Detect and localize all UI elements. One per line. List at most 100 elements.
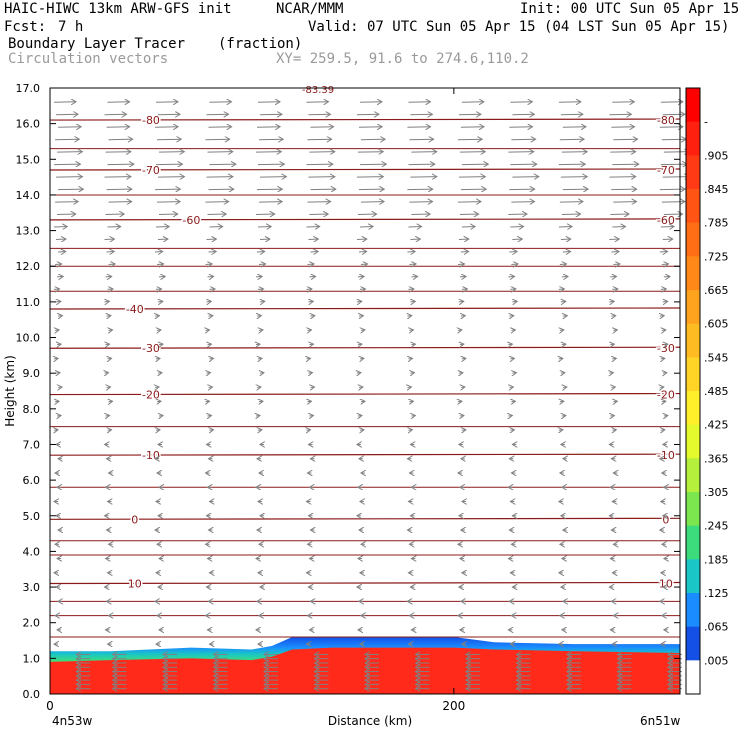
wind-vector	[206, 401, 210, 402]
wind-vector	[559, 264, 567, 265]
wind-vector	[54, 289, 60, 290]
wind-vector	[256, 189, 282, 190]
wind-vector	[612, 289, 618, 290]
wind-vector	[509, 251, 517, 252]
colorbar-label: .785	[704, 217, 729, 230]
wind-vector	[357, 373, 361, 374]
vector-legend: Circulation vectors	[8, 51, 169, 67]
wind-vector	[457, 264, 465, 265]
y-tick-label: 16.0	[16, 118, 41, 131]
wind-vector	[408, 430, 412, 431]
wind-vector	[54, 164, 80, 165]
colorbar-swatch	[686, 559, 700, 594]
colorbar-label: .485	[704, 385, 729, 398]
wind-vector	[509, 189, 534, 190]
wind-vector	[358, 344, 362, 345]
wind-vector	[209, 164, 236, 165]
wind-vector	[409, 401, 413, 402]
wind-vector	[659, 251, 668, 252]
wind-vector	[107, 289, 114, 290]
wind-vector	[659, 127, 683, 128]
wind-vector	[459, 152, 485, 153]
wind-vector	[55, 139, 79, 140]
wind-vectors	[54, 102, 689, 689]
wind-vector	[104, 239, 115, 240]
wind-vector	[511, 330, 515, 331]
wind-vector	[155, 289, 162, 290]
wind-vector	[107, 164, 134, 165]
wind-vector	[56, 177, 82, 178]
colorbar-swatch	[686, 492, 700, 527]
wind-vector	[660, 387, 664, 388]
wind-vector	[562, 189, 588, 190]
wind-vector	[407, 316, 411, 317]
wind-vector	[660, 289, 667, 290]
wind-vector	[508, 276, 514, 277]
y-tick-label: 10.0	[16, 332, 41, 345]
wind-vector	[461, 289, 468, 290]
wind-vector	[105, 373, 109, 374]
colorbar-frame	[685, 87, 701, 695]
wind-vector	[511, 264, 518, 265]
wind-vector	[411, 344, 415, 345]
wind-vector	[462, 358, 466, 359]
model-title: HAIC-HIWC 13km ARW-GFS init	[4, 1, 232, 17]
wind-vector	[359, 102, 382, 103]
wind-vector	[57, 344, 61, 345]
wind-vector	[56, 114, 78, 115]
wind-vector	[156, 430, 160, 431]
colorbar-swatch	[686, 256, 700, 291]
wind-vector	[105, 276, 112, 277]
wind-vector	[360, 202, 384, 203]
wind-vector	[458, 177, 485, 178]
field-units: (fraction)	[218, 36, 303, 52]
wind-vector	[54, 430, 58, 431]
wind-vector	[255, 276, 262, 277]
y-tick-label: 3.0	[23, 581, 41, 594]
contour-label: -80	[142, 114, 160, 127]
wind-vector	[407, 189, 432, 190]
wind-vector	[157, 239, 168, 240]
wind-vector	[158, 114, 180, 115]
x-axis: 0 200	[46, 88, 465, 713]
contour-line	[49, 346, 681, 349]
y-tick-label: 12.0	[16, 260, 41, 273]
wind-vector	[310, 251, 318, 252]
wind-vector	[561, 214, 581, 215]
wind-vector	[56, 373, 60, 374]
fcst-label: Fcst:	[4, 19, 47, 35]
wind-vector	[459, 276, 466, 277]
wind-vector	[360, 139, 385, 140]
wind-vector	[410, 301, 415, 302]
wind-vector	[108, 430, 112, 431]
wind-vector	[209, 289, 216, 290]
wind-vector	[560, 239, 571, 240]
wind-vector	[58, 189, 83, 190]
wind-vector	[108, 139, 133, 140]
wind-vector	[310, 189, 335, 190]
wind-vector	[258, 264, 266, 265]
y-tick-label: 5.0	[23, 510, 41, 523]
contour-label: -10	[657, 449, 675, 462]
wind-vector	[57, 214, 76, 215]
wind-vector	[510, 358, 514, 359]
wind-vector	[358, 127, 382, 128]
wind-vector	[613, 202, 636, 203]
wind-vector	[561, 301, 566, 302]
wind-vector	[107, 227, 121, 228]
colorbar-swatch	[686, 391, 700, 426]
wind-vector	[155, 316, 159, 317]
wind-vector	[660, 102, 683, 103]
plot-frame	[49, 87, 681, 695]
wind-vector	[662, 177, 689, 178]
tracer-field	[50, 636, 680, 694]
wind-vector	[559, 358, 563, 359]
wind-vector	[205, 139, 230, 140]
wind-vector	[560, 330, 564, 331]
wind-vector	[156, 164, 182, 165]
wind-vector	[611, 189, 636, 190]
wind-vector	[510, 227, 523, 228]
wind-vector	[407, 251, 415, 252]
wind-vector	[310, 316, 314, 317]
